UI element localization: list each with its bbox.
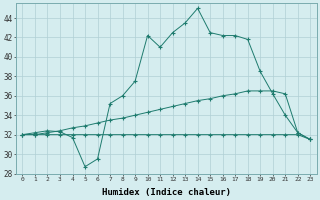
X-axis label: Humidex (Indice chaleur): Humidex (Indice chaleur)	[102, 188, 231, 197]
